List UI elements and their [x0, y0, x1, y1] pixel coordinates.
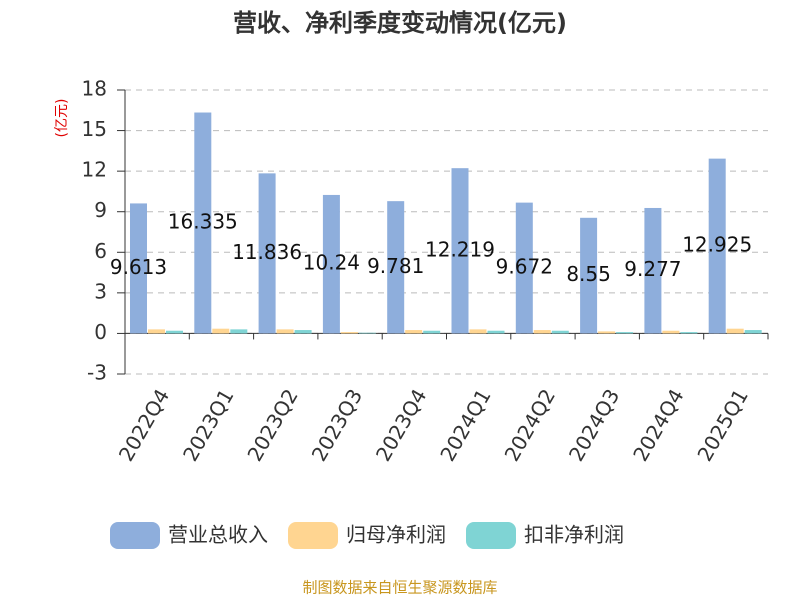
value-label: 12.925 — [682, 233, 752, 257]
y-tick-label: 6 — [94, 239, 107, 263]
bar — [405, 330, 423, 334]
x-tick-label: 2024Q2 — [500, 385, 560, 466]
value-label: 8.55 — [566, 262, 611, 286]
bar — [294, 330, 312, 334]
x-tick-label: 2024Q3 — [564, 385, 624, 466]
bar — [212, 328, 230, 334]
y-tick-label: 12 — [82, 158, 107, 182]
x-tick-label: 2023Q2 — [242, 385, 302, 466]
bar — [662, 330, 680, 334]
x-tick-label: 2024Q1 — [435, 385, 495, 466]
value-label: 9.672 — [496, 255, 553, 279]
bar — [148, 329, 165, 334]
value-label: 12.219 — [425, 237, 495, 261]
bar — [451, 168, 469, 334]
bar — [423, 330, 441, 334]
y-tick-label: 18 — [82, 77, 107, 101]
legend-swatch — [466, 522, 516, 549]
legend-swatch — [110, 522, 160, 549]
value-label: 10.24 — [303, 251, 360, 275]
bar — [276, 329, 294, 334]
bar — [533, 330, 551, 334]
bar — [708, 158, 726, 334]
y-tick-label: 0 — [94, 320, 107, 344]
bar — [130, 203, 147, 334]
x-tick-label: 2023Q3 — [307, 385, 367, 466]
y-tick-label: -3 — [87, 361, 107, 385]
x-tick-label: 2023Q4 — [371, 385, 431, 466]
legend-swatch — [288, 522, 338, 549]
bar — [644, 207, 662, 334]
bar — [616, 332, 634, 334]
x-tick-label: 2023Q1 — [178, 385, 238, 466]
bar — [744, 330, 762, 334]
y-unit: (亿元) — [54, 99, 70, 138]
bar — [358, 332, 376, 334]
bar — [515, 202, 533, 334]
legend-label: 营业总收入 — [168, 523, 268, 547]
y-tick-label: 3 — [94, 279, 107, 303]
bar — [580, 217, 598, 334]
bar — [726, 328, 744, 334]
bar — [469, 329, 487, 334]
x-tick-label: 2024Q4 — [628, 385, 688, 466]
legend-label: 归母净利润 — [346, 523, 446, 547]
x-tick-label: 2025Q1 — [692, 385, 752, 466]
x-tick-label: 2022Q4 — [114, 385, 174, 466]
value-label: 9.277 — [624, 257, 681, 281]
bar — [487, 330, 505, 334]
y-tick-label: 15 — [82, 117, 107, 141]
bar — [387, 201, 405, 334]
bar — [166, 330, 183, 334]
value-label: 9.781 — [367, 254, 424, 278]
bar — [230, 329, 248, 334]
bar — [340, 332, 358, 334]
legend-label: 扣非净利润 — [524, 523, 624, 547]
value-label: 9.613 — [110, 255, 167, 279]
source-note: 制图数据来自恒生聚源数据库 — [302, 579, 497, 597]
bar — [551, 330, 569, 334]
bar — [598, 331, 616, 334]
value-label: 16.335 — [168, 209, 238, 233]
bar — [322, 194, 340, 334]
chart-title: 营收、净利季度变动情况(亿元) — [233, 9, 567, 37]
y-tick-label: 9 — [94, 198, 107, 222]
bar — [194, 112, 212, 334]
bar — [258, 173, 276, 334]
bar — [680, 332, 698, 334]
value-label: 11.836 — [232, 240, 302, 264]
